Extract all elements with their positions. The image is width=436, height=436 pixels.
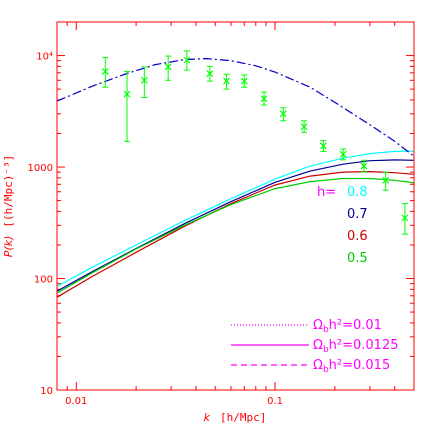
point-marker [360, 162, 368, 170]
plot-frame [56, 21, 415, 391]
data-point [382, 171, 390, 191]
point-marker [206, 70, 214, 77]
data-point [123, 70, 131, 142]
series-line [56, 57, 415, 157]
x-tick-label: 0.01 [65, 396, 87, 407]
data-point [300, 120, 308, 133]
point-marker [223, 77, 230, 85]
data-point [206, 65, 214, 82]
series-line [56, 177, 415, 294]
axis-ticks [56, 21, 415, 391]
y-axis-label: P(k) [(h/Mpc)⁻³] [2, 155, 15, 257]
omega-b-legend: Ωbh²=0.01 Ωbh²=0.0125 Ωbh²=0.015 [231, 318, 399, 375]
y-tick-label: 100 [34, 275, 53, 286]
point-marker [401, 214, 409, 222]
y-tick-label: 1000 [28, 163, 53, 174]
point-marker [339, 150, 347, 158]
point-marker [382, 176, 390, 184]
data-point [319, 140, 327, 152]
x-axis-unit: [h/Mpc] [220, 411, 266, 424]
data-point [279, 107, 287, 122]
data-point [140, 66, 148, 99]
point-marker [260, 95, 268, 103]
data-point [223, 73, 230, 90]
data-point [401, 203, 409, 235]
data-point [260, 91, 268, 106]
h-legend-entry: 0.7 [347, 207, 368, 222]
series-line [56, 159, 415, 292]
data-point [183, 50, 191, 71]
point-marker [300, 123, 308, 131]
series-line [56, 170, 415, 298]
x-tick-label: 0.1 [267, 396, 283, 407]
point-marker [123, 90, 131, 98]
h-legend-entry: 0.8 [347, 185, 368, 200]
h-legend: h= 0.8 0.7 0.6 0.5 [317, 185, 368, 266]
point-marker [101, 68, 109, 75]
y-tick-label: 10 [40, 386, 53, 397]
data-points [101, 50, 409, 235]
point-marker [140, 76, 148, 84]
legend-label: Ωbh²=0.01 [313, 318, 382, 335]
model-curves [56, 57, 415, 298]
legend-label: Ωbh²=0.0125 [313, 338, 399, 355]
series-line [56, 150, 415, 287]
h-legend-entry: 0.6 [347, 229, 368, 244]
point-marker [240, 77, 248, 85]
y-axis-variable: P(k) [2, 236, 15, 258]
h-legend-title: h= [317, 185, 336, 200]
h-legend-entry: 0.5 [347, 251, 368, 266]
data-point [360, 159, 368, 173]
data-point [164, 55, 172, 81]
x-axis-label: k [h/Mpc] [204, 411, 267, 424]
point-marker [319, 142, 327, 150]
point-marker [183, 56, 191, 64]
data-point [101, 57, 109, 88]
point-marker [279, 110, 287, 118]
data-point [339, 148, 347, 161]
y-axis-unit: [(h/Mpc)⁻³] [2, 155, 15, 228]
y-tick-label: 10⁴ [36, 52, 53, 63]
data-point [240, 74, 248, 88]
tick-labels: 0.01 0.1 10 100 1000 10⁴ [28, 52, 283, 407]
point-marker [164, 63, 172, 71]
x-axis-variable: k [204, 411, 211, 424]
legend-label: Ωbh²=0.015 [313, 358, 390, 375]
